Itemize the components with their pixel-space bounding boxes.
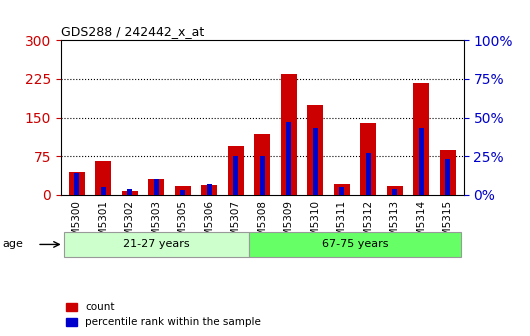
Bar — [360, 123, 376, 195]
Bar — [207, 184, 212, 195]
Text: 67-75 years: 67-75 years — [322, 240, 388, 249]
Bar — [175, 185, 191, 195]
Text: age: age — [3, 240, 23, 249]
Bar — [122, 191, 138, 195]
Bar — [392, 189, 398, 195]
Bar — [419, 128, 424, 195]
Bar — [340, 187, 344, 195]
Bar — [334, 183, 350, 195]
Bar — [228, 146, 244, 195]
Bar — [366, 153, 371, 195]
Bar — [287, 122, 292, 195]
Bar — [260, 156, 265, 195]
Bar — [387, 185, 403, 195]
Bar — [148, 179, 164, 195]
Bar — [64, 232, 249, 257]
Bar — [445, 159, 450, 195]
Bar — [95, 161, 111, 195]
Bar — [234, 156, 238, 195]
Text: GDS288 / 242442_x_at: GDS288 / 242442_x_at — [61, 25, 204, 38]
Bar — [181, 190, 186, 195]
Bar — [249, 232, 461, 257]
Bar — [307, 105, 323, 195]
Legend: count, percentile rank within the sample: count, percentile rank within the sample — [66, 302, 261, 327]
Bar — [69, 172, 85, 195]
Bar — [313, 128, 318, 195]
Bar — [101, 187, 106, 195]
Bar — [154, 179, 159, 195]
Bar — [281, 74, 297, 195]
Bar — [128, 189, 132, 195]
Bar — [74, 173, 80, 195]
Bar — [201, 184, 217, 195]
Bar — [440, 150, 456, 195]
Text: 21-27 years: 21-27 years — [123, 240, 190, 249]
Bar — [413, 83, 429, 195]
Bar — [254, 134, 270, 195]
